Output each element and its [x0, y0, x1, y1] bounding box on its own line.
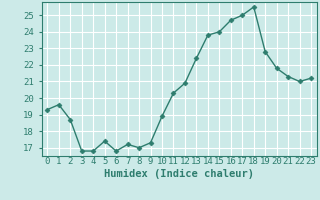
X-axis label: Humidex (Indice chaleur): Humidex (Indice chaleur) — [104, 169, 254, 179]
